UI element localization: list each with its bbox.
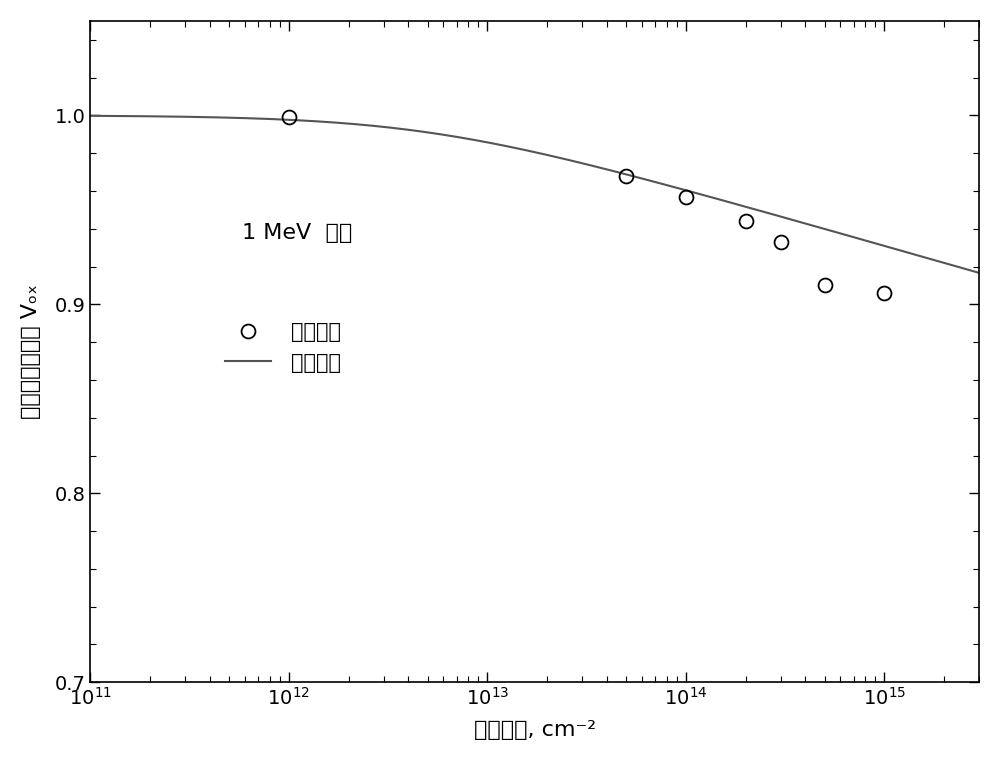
Y-axis label: 归一化开路电压 Vₒₓ: 归一化开路电压 Vₒₓ xyxy=(21,284,41,419)
Legend: 实验数据, 拟合曲线: 实验数据, 拟合曲线 xyxy=(216,314,350,380)
Text: 1 MeV  电子: 1 MeV 电子 xyxy=(242,223,352,243)
X-axis label: 电子注量, cm⁻²: 电子注量, cm⁻² xyxy=(474,720,596,740)
